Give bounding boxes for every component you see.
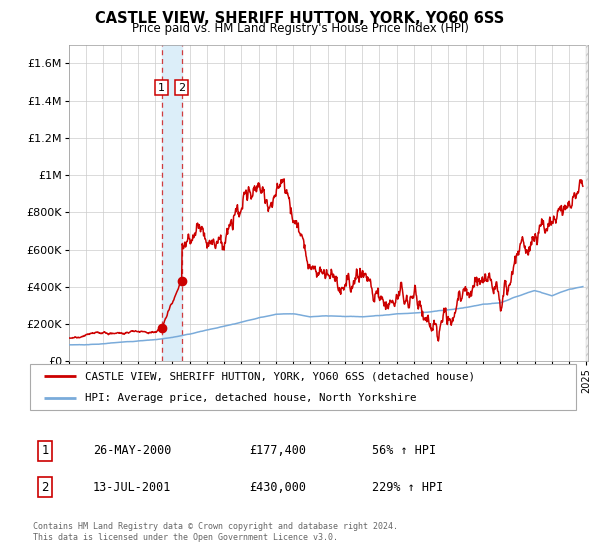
Text: £430,000: £430,000 <box>249 480 306 494</box>
Text: CASTLE VIEW, SHERIFF HUTTON, YORK, YO60 6SS (detached house): CASTLE VIEW, SHERIFF HUTTON, YORK, YO60 … <box>85 371 475 381</box>
Text: 2: 2 <box>41 480 49 494</box>
Text: CASTLE VIEW, SHERIFF HUTTON, YORK, YO60 6SS: CASTLE VIEW, SHERIFF HUTTON, YORK, YO60 … <box>95 11 505 26</box>
Text: 229% ↑ HPI: 229% ↑ HPI <box>372 480 443 494</box>
Text: 26-MAY-2000: 26-MAY-2000 <box>93 444 172 458</box>
Bar <box>162 45 182 361</box>
Text: Contains HM Land Registry data © Crown copyright and database right 2024.: Contains HM Land Registry data © Crown c… <box>33 522 398 531</box>
Text: 56% ↑ HPI: 56% ↑ HPI <box>372 444 436 458</box>
Text: 1: 1 <box>158 82 165 92</box>
FancyBboxPatch shape <box>30 364 576 410</box>
Text: Price paid vs. HM Land Registry's House Price Index (HPI): Price paid vs. HM Land Registry's House … <box>131 22 469 35</box>
Text: 13-JUL-2001: 13-JUL-2001 <box>93 480 172 494</box>
Text: This data is licensed under the Open Government Licence v3.0.: This data is licensed under the Open Gov… <box>33 533 338 542</box>
Text: HPI: Average price, detached house, North Yorkshire: HPI: Average price, detached house, Nort… <box>85 394 416 403</box>
Text: 1: 1 <box>41 444 49 458</box>
Text: £177,400: £177,400 <box>249 444 306 458</box>
Text: 2: 2 <box>178 82 185 92</box>
